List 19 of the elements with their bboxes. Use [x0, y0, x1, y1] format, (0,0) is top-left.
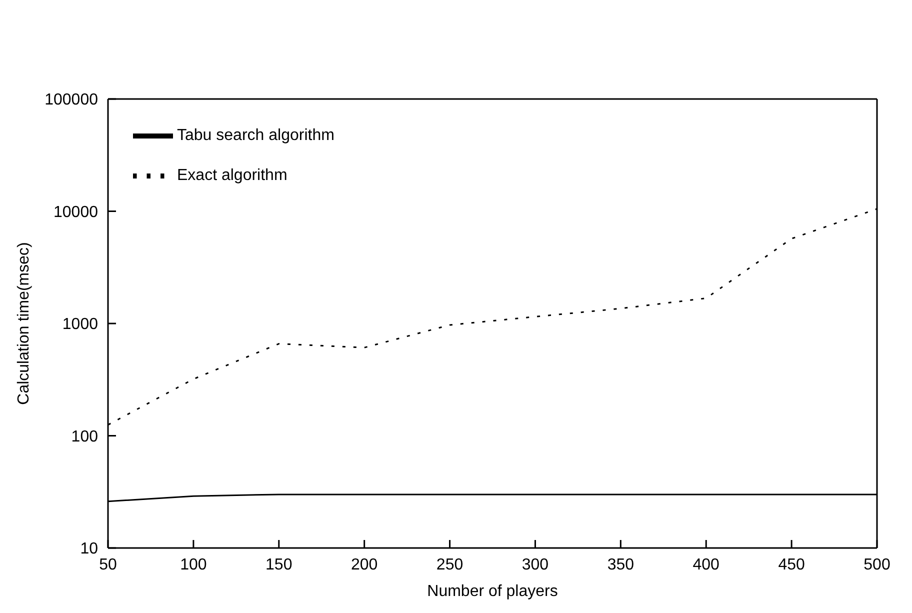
x-tick-label: 450	[778, 556, 805, 574]
x-tick-label: 250	[436, 556, 464, 574]
y-axis-title: Calculation time(msec)	[16, 242, 33, 405]
y-tick-label: 1000	[62, 316, 98, 334]
y-tick-label: 100	[71, 428, 98, 446]
y-tick-label: 100000	[44, 92, 98, 109]
x-tick-label: 350	[607, 556, 634, 574]
x-tick-label: 100	[180, 556, 207, 574]
legend-label: Tabu search algorithm	[177, 127, 334, 144]
x-tick-label: 300	[522, 556, 549, 574]
legend-label: Exact algorithm	[177, 167, 288, 184]
x-tick-label: 400	[692, 556, 720, 574]
x-tick-label: 500	[864, 556, 890, 574]
x-tick-label: 150	[266, 556, 292, 574]
y-tick-label: 10	[80, 540, 98, 558]
y-tick-label: 10000	[54, 204, 98, 221]
x-axis-title: Number of players	[427, 583, 558, 600]
x-tick-label: 50	[99, 556, 117, 574]
x-tick-label: 200	[350, 556, 378, 574]
